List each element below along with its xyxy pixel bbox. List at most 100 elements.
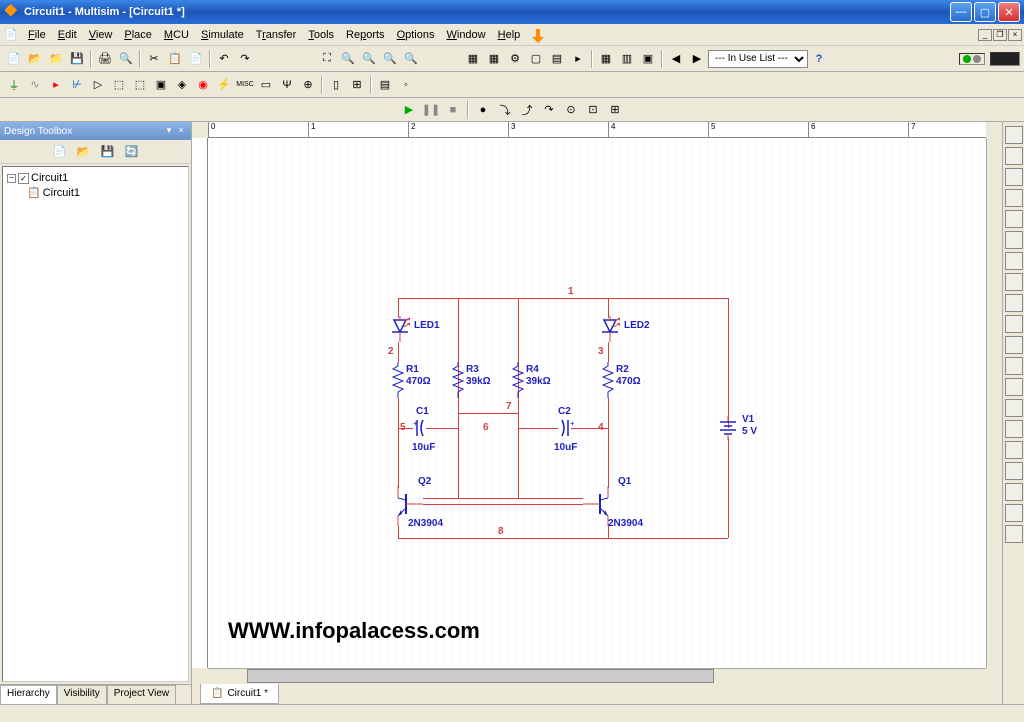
mdi-restore[interactable]: ❐ <box>993 29 1007 41</box>
labview-icon[interactable] <box>1005 504 1023 522</box>
agilent-mm-icon[interactable] <box>1005 441 1023 459</box>
menu-view[interactable]: View <box>83 27 119 43</box>
sim-switch[interactable] <box>959 53 985 65</box>
tab-visibility[interactable]: Visibility <box>57 685 107 704</box>
help-button[interactable]: ? <box>809 49 829 69</box>
cmos-button[interactable]: ⬚ <box>130 75 150 95</box>
pause-button[interactable]: ❚❚ <box>421 100 441 120</box>
print-preview-button[interactable]: 🔍 <box>116 49 136 69</box>
analog-button[interactable]: ▷ <box>88 75 108 95</box>
4ch-scope-icon[interactable] <box>1005 210 1023 228</box>
power-button[interactable]: ⚡ <box>214 75 234 95</box>
toolbox-close[interactable]: × <box>175 125 187 137</box>
diode-button[interactable]: ▸ <box>46 75 66 95</box>
forward-annotate-button[interactable]: ▶ <box>687 49 707 69</box>
led2[interactable] <box>598 316 622 342</box>
oscilloscope-icon[interactable] <box>1005 189 1023 207</box>
paste-button[interactable]: 📄 <box>186 49 206 69</box>
checkbox-icon[interactable]: ✓ <box>18 173 29 184</box>
network-icon[interactable] <box>1005 399 1023 417</box>
multimeter-icon[interactable] <box>1005 126 1023 144</box>
iv-analyzer-icon[interactable] <box>1005 336 1023 354</box>
menu-window[interactable]: Window <box>440 27 491 43</box>
back-annotate-button[interactable]: ◀ <box>666 49 686 69</box>
spectrum-icon[interactable] <box>1005 378 1023 396</box>
hierarchy-button[interactable]: ▤ <box>375 75 395 95</box>
wattmeter-icon[interactable] <box>1005 168 1023 186</box>
menu-transfer[interactable]: Transfer <box>250 27 303 43</box>
close-button[interactable]: ✕ <box>998 2 1020 22</box>
scrollbar-horizontal[interactable] <box>208 668 986 684</box>
tab-hierarchy[interactable]: Hierarchy <box>0 685 57 704</box>
zoom-in-button[interactable]: 🔍 <box>338 49 358 69</box>
word-gen-icon[interactable] <box>1005 273 1023 291</box>
misc-button[interactable]: MISC <box>235 75 255 95</box>
expand-icon[interactable]: − <box>7 174 16 183</box>
undo-button[interactable]: ↶ <box>214 49 234 69</box>
redo-button[interactable]: ↷ <box>235 49 255 69</box>
scroll-thumb[interactable] <box>247 669 714 683</box>
erules-button[interactable]: ▦ <box>596 49 616 69</box>
breakpoint-button[interactable]: ⊙ <box>561 100 581 120</box>
rf-button[interactable]: Ψ <box>277 75 297 95</box>
mixed-button[interactable]: ◈ <box>172 75 192 95</box>
doc-tab-circuit1[interactable]: 📋 Circuit1 * <box>200 684 279 704</box>
agilent-fg-icon[interactable] <box>1005 420 1023 438</box>
bus-button[interactable]: ⊞ <box>347 75 367 95</box>
zoom-full-button[interactable]: ⛶ <box>317 49 337 69</box>
r2[interactable] <box>602 362 614 398</box>
mdi-close[interactable]: × <box>1008 29 1022 41</box>
spreadsheet-button[interactable]: ▦ <box>463 49 483 69</box>
connector-button[interactable]: ◦ <box>396 75 416 95</box>
menu-edit[interactable]: Edit <box>52 27 83 43</box>
r3[interactable] <box>452 362 464 398</box>
menu-file[interactable]: File <box>22 27 52 43</box>
stop-button[interactable]: ■ <box>443 100 463 120</box>
mdi-minimize[interactable]: _ <box>978 29 992 41</box>
menu-place[interactable]: Place <box>118 27 158 43</box>
zoom-out-button[interactable]: 🔍 <box>359 49 379 69</box>
menu-mcu[interactable]: MCU <box>158 27 195 43</box>
open-button[interactable]: 📂 <box>25 49 45 69</box>
misc-digital-button[interactable]: ▣ <box>151 75 171 95</box>
agilent-scope-icon[interactable] <box>1005 462 1023 480</box>
step-button[interactable]: ↷ <box>539 100 559 120</box>
tree-root[interactable]: − ✓ Circuit1 <box>7 171 184 185</box>
scrollbar-vertical[interactable] <box>986 138 1002 668</box>
in-use-list[interactable]: --- In Use List --- <box>708 50 808 68</box>
transistor-button[interactable]: ⊬ <box>67 75 87 95</box>
tab-project[interactable]: Project View <box>107 685 176 704</box>
function-gen-icon[interactable] <box>1005 147 1023 165</box>
r1[interactable] <box>392 362 404 398</box>
save-button[interactable]: 💾 <box>67 49 87 69</box>
ladder-button[interactable]: ▯ <box>326 75 346 95</box>
maximize-button[interactable]: ▢ <box>974 2 996 22</box>
tb-open-icon[interactable]: 📂 <box>74 142 94 162</box>
menu-help[interactable]: Help <box>492 27 527 43</box>
tb-save-icon[interactable]: 💾 <box>98 142 118 162</box>
run-button[interactable]: ▶ <box>399 100 419 120</box>
tree-child[interactable]: 📋 Circuit1 <box>7 185 184 200</box>
grapher-button[interactable]: ▦ <box>484 49 504 69</box>
logic-analyzer-icon[interactable] <box>1005 294 1023 312</box>
logic-converter-icon[interactable] <box>1005 315 1023 333</box>
toolbox-pin[interactable]: ▾ <box>163 125 175 137</box>
step-over-button[interactable]: ⤵ <box>495 100 515 120</box>
database-button[interactable]: ▤ <box>547 49 567 69</box>
tb-refresh-icon[interactable]: 🔄 <box>122 142 142 162</box>
component-button[interactable]: ▸ <box>568 49 588 69</box>
netlist-button[interactable]: ▥ <box>617 49 637 69</box>
zoom-area-button[interactable]: 🔍 <box>380 49 400 69</box>
copy-button[interactable]: 📋 <box>165 49 185 69</box>
electromech-button[interactable]: ⊕ <box>298 75 318 95</box>
tek-scope-icon[interactable] <box>1005 483 1023 501</box>
source-button[interactable]: ⏚ <box>4 75 24 95</box>
bode-plotter-icon[interactable] <box>1005 231 1023 249</box>
step-out-button[interactable]: ⤴ <box>517 100 537 120</box>
r4[interactable] <box>512 362 524 398</box>
ttl-button[interactable]: ⬚ <box>109 75 129 95</box>
analysis-button[interactable]: ⊞ <box>605 100 625 120</box>
schematic-canvas[interactable]: 1 LED1 2 <box>208 138 986 668</box>
v1[interactable] <box>718 416 738 440</box>
menu-simulate[interactable]: Simulate <box>195 27 250 43</box>
